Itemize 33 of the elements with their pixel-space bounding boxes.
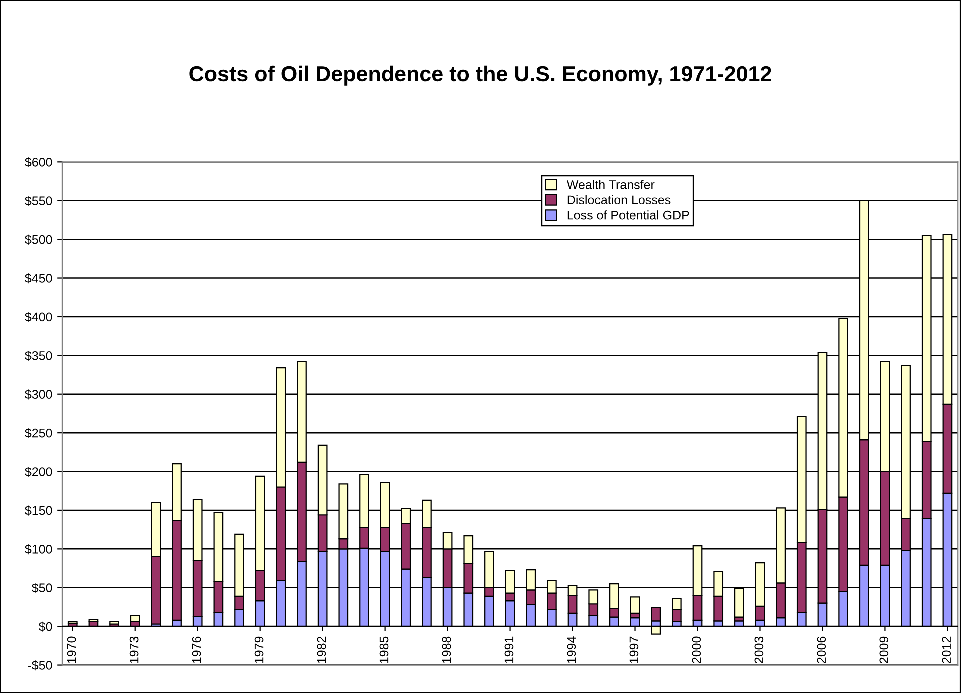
x-tick-label: 1985: [380, 636, 389, 664]
x-tick-label: 1970: [67, 636, 76, 664]
x-tick-label: 1973: [130, 636, 139, 664]
x-tick-label: 2012: [942, 636, 952, 664]
x-tick-label: 1991: [504, 636, 514, 664]
y-tick-label: $250: [25, 428, 52, 438]
y-tick-label: $450: [25, 274, 52, 284]
y-tick-label: $200: [25, 467, 52, 478]
x-tick-label: 2009: [880, 636, 889, 664]
x-tick-label: 2006: [817, 636, 826, 664]
y-tick-label: $150: [25, 506, 52, 516]
y-tick-label: $600: [25, 157, 52, 168]
y-tick-label: $300: [25, 390, 52, 400]
x-tick-label: 1997: [630, 636, 639, 664]
x-tick-label: 2003: [754, 636, 764, 664]
y-tick-label: -$50: [28, 660, 52, 671]
x-tick-label: 1994: [567, 636, 576, 664]
y-tick-label: $100: [25, 544, 52, 555]
x-tick-label: 2000: [692, 636, 702, 664]
y-tick-label: $350: [25, 350, 52, 362]
y-tick-label: $0: [38, 622, 52, 632]
y-tick-label: $550: [25, 196, 52, 206]
legend-label: Wealth Transfer: [566, 180, 655, 190]
legend-label: Dislocation Losses: [568, 195, 671, 205]
legend-label: Loss of Potential GDP: [568, 210, 690, 220]
y-tick-label: $500: [25, 234, 52, 245]
x-tick-label: 1976: [192, 636, 202, 664]
chart-title: Costs of Oil Dependence to the U.S. Economy, 1971-2012: [190, 66, 772, 86]
y-tick-label: $50: [32, 583, 52, 594]
x-tick-label: 1988: [442, 636, 452, 664]
x-tick-label: 1982: [317, 636, 326, 664]
y-tick-label: $400: [25, 312, 52, 322]
x-tick-label: 1979: [254, 636, 264, 664]
